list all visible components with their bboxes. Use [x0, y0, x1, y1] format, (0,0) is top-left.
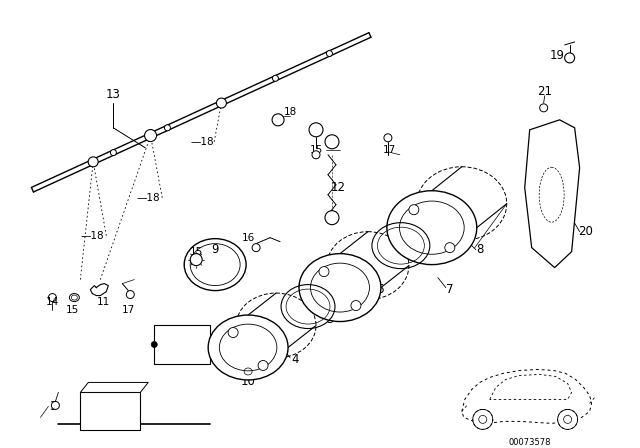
Text: 19: 19 [550, 49, 565, 62]
Text: 15: 15 [189, 247, 203, 257]
Text: 9: 9 [211, 243, 219, 256]
Text: 15: 15 [66, 305, 79, 314]
Text: 17: 17 [122, 305, 135, 314]
Circle shape [218, 100, 225, 106]
Text: 00073578: 00073578 [508, 438, 551, 447]
Circle shape [326, 51, 332, 56]
Text: —18: —18 [136, 193, 160, 202]
Text: 15: 15 [309, 145, 323, 155]
Circle shape [312, 151, 320, 159]
Circle shape [252, 244, 260, 252]
Circle shape [126, 291, 134, 298]
Polygon shape [525, 120, 580, 267]
Circle shape [151, 341, 157, 348]
Text: 4: 4 [291, 353, 299, 366]
Circle shape [49, 293, 56, 302]
Circle shape [272, 114, 284, 126]
Text: 10: 10 [241, 375, 255, 388]
Circle shape [51, 401, 60, 409]
Circle shape [351, 301, 361, 310]
Circle shape [409, 205, 419, 215]
Circle shape [540, 104, 548, 112]
Circle shape [145, 129, 157, 142]
Circle shape [473, 409, 493, 429]
Circle shape [309, 123, 323, 137]
Circle shape [384, 134, 392, 142]
Text: 8: 8 [476, 243, 483, 256]
Circle shape [258, 361, 268, 370]
Circle shape [445, 243, 455, 253]
Text: 13: 13 [106, 88, 121, 101]
Circle shape [325, 211, 339, 225]
Text: 12: 12 [330, 181, 346, 194]
Circle shape [564, 53, 575, 63]
Polygon shape [81, 383, 148, 392]
Circle shape [242, 366, 254, 378]
Text: 14: 14 [46, 297, 59, 306]
Text: 6: 6 [376, 283, 383, 296]
Text: —18: —18 [190, 137, 214, 147]
Text: 11: 11 [97, 297, 110, 306]
Text: 3: 3 [49, 400, 56, 413]
Circle shape [325, 135, 339, 149]
Text: 20: 20 [578, 225, 593, 238]
Circle shape [273, 75, 278, 81]
Ellipse shape [208, 315, 288, 380]
Ellipse shape [299, 254, 381, 322]
Text: 2: 2 [104, 396, 112, 409]
Text: —18: —18 [81, 231, 104, 241]
Text: 7: 7 [446, 283, 454, 296]
Circle shape [319, 267, 329, 276]
Bar [154, 324, 210, 365]
Text: 18: 18 [284, 107, 297, 117]
Circle shape [557, 409, 578, 429]
Bar [81, 392, 140, 431]
Text: 16: 16 [241, 233, 255, 243]
Circle shape [111, 150, 116, 155]
Circle shape [564, 415, 572, 423]
Circle shape [190, 254, 202, 266]
Circle shape [88, 157, 98, 167]
Circle shape [479, 415, 487, 423]
Text: 17: 17 [383, 145, 397, 155]
Circle shape [228, 327, 238, 337]
Ellipse shape [387, 191, 477, 265]
Text: 1: 1 [127, 411, 134, 424]
Circle shape [216, 98, 227, 108]
Circle shape [164, 125, 170, 131]
Text: 21: 21 [537, 86, 552, 99]
Text: 5: 5 [326, 313, 333, 326]
